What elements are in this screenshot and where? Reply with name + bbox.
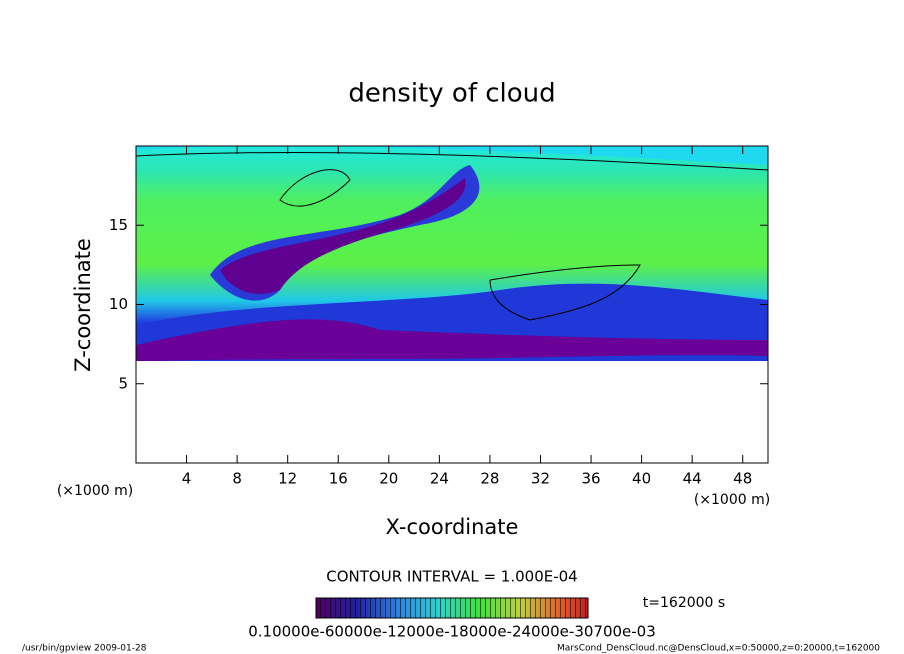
- x-tick-label: 8: [232, 470, 242, 488]
- x-tick-label: 36: [581, 470, 600, 488]
- contour-line: [489, 264, 641, 321]
- x-tick-label: 12: [278, 470, 297, 488]
- field-empty: [136, 361, 768, 463]
- colorbar-stripes: [316, 598, 588, 618]
- colorbar-labels: 0.10000e-60000e-12000e-18000e-24000e-307…: [248, 623, 656, 641]
- x-tick-label: 4: [182, 470, 192, 488]
- y-tick-label: 5: [118, 374, 128, 392]
- x-tick-label: 28: [480, 470, 499, 488]
- x-tick-label: 40: [632, 470, 651, 488]
- time-label: t=162000 s: [643, 595, 725, 611]
- footer-left: /usr/bin/gpview 2009-01-28: [22, 644, 147, 654]
- x-tick-label: 32: [531, 470, 550, 488]
- x-axis-label: X-coordinate: [386, 515, 519, 539]
- x-tick-label: 24: [430, 470, 449, 488]
- field-streak-core: [220, 178, 466, 294]
- x-tick-label: 16: [329, 470, 348, 488]
- field-top: [136, 146, 768, 165]
- y-axis-label: Z-coordinate: [71, 238, 95, 372]
- field: [136, 146, 768, 463]
- x-tick-label: 20: [379, 470, 398, 488]
- contour-interval: CONTOUR INTERVAL = 1.000E-04: [326, 568, 577, 586]
- x-tick-label: 48: [733, 470, 752, 488]
- y-tick-label: 15: [109, 216, 128, 234]
- y-tick-label: 10: [109, 295, 128, 313]
- chart-title: density of cloud: [348, 79, 555, 109]
- field-purple: [136, 319, 768, 362]
- contour-line: [136, 151, 768, 171]
- x-unit: (×1000 m): [694, 492, 770, 508]
- y-unit: (×1000 m): [57, 483, 133, 499]
- x-tick-label: 44: [683, 470, 702, 488]
- footer-right: MarsCond_DensCloud.nc@DensCloud,x=0:5000…: [557, 644, 880, 654]
- contour-line: [279, 169, 351, 207]
